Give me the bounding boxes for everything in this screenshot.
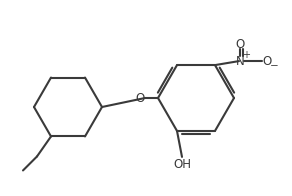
Text: O: O [235, 38, 245, 51]
Text: −: − [270, 61, 278, 71]
Text: N: N [236, 55, 244, 68]
Text: +: + [242, 50, 250, 60]
Text: O: O [263, 55, 272, 68]
Text: O: O [135, 92, 145, 104]
Text: OH: OH [173, 158, 191, 172]
